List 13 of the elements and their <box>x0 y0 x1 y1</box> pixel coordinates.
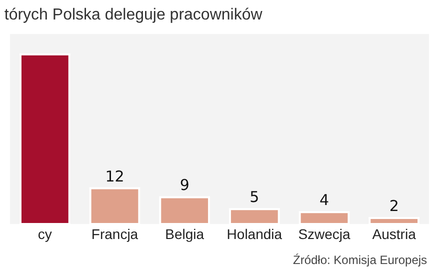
chart-title: tórych Polska deleguje pracowników <box>4 6 263 24</box>
x-tick-label: cy <box>38 226 52 242</box>
x-tick-label: Belgia <box>165 226 204 242</box>
data-label: 12 <box>105 167 124 186</box>
x-tick-label: Francja <box>91 226 138 242</box>
x-tick-label: Szwecja <box>298 226 351 242</box>
text: Źródło: Komisja Europejs <box>293 253 428 267</box>
data-label: 5 <box>250 188 260 206</box>
data-label: 9 <box>180 176 190 194</box>
data-label: 2 <box>389 197 399 216</box>
x-tick-label: Austria <box>372 226 416 242</box>
data-label: 4 <box>319 191 330 210</box>
x-tick-label: Holandia <box>226 226 282 242</box>
